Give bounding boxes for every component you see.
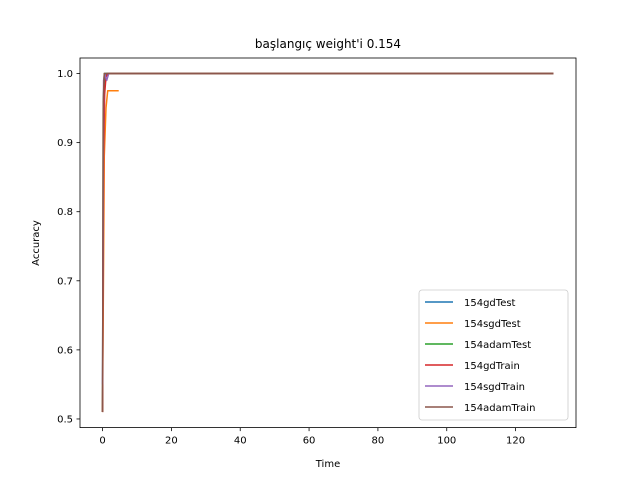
y-tick-label: 0.8 xyxy=(57,207,73,218)
plot-frame xyxy=(79,57,577,429)
series-layer xyxy=(101,72,554,413)
x-tick-label: 60 xyxy=(303,436,316,447)
x-tick-label: 20 xyxy=(165,436,178,447)
series-line-154adamTrain xyxy=(101,72,554,413)
legend-label: 154sgdTrain xyxy=(464,382,525,393)
chart-title: başlangıç weight'i 0.154 xyxy=(255,37,401,51)
x-tick-label: 40 xyxy=(234,436,247,447)
legend-label: 154gdTest xyxy=(464,298,516,309)
x-tick-label: 80 xyxy=(372,436,385,447)
x-tick-label: 100 xyxy=(437,436,456,447)
y-tick-label: 1.0 xyxy=(57,69,73,80)
legend: 154gdTest 154sgdTest 154adamTest 154gdTrain… xyxy=(418,289,569,421)
legend-label: 154adamTrain xyxy=(464,403,535,414)
legend-label: 154sgdTest xyxy=(464,319,521,330)
x-axis: 0 20 40 60 80 100 120 xyxy=(99,427,525,447)
y-axis-label: Accuracy xyxy=(31,220,42,266)
legend-box xyxy=(418,289,569,421)
legend-label: 154gdTrain xyxy=(464,361,520,372)
y-tick-label: 0.5 xyxy=(57,414,73,425)
y-axis: 0.5 0.6 0.7 0.8 0.9 1.0 xyxy=(57,69,80,425)
x-tick-label: 120 xyxy=(506,436,525,447)
x-tick-label: 0 xyxy=(99,436,105,447)
legend-label: 154adamTest xyxy=(464,340,531,351)
y-tick-label: 0.7 xyxy=(57,276,73,287)
y-tick-label: 0.9 xyxy=(57,138,73,149)
x-axis-label: Time xyxy=(315,459,340,470)
y-tick-label: 0.6 xyxy=(57,345,73,356)
